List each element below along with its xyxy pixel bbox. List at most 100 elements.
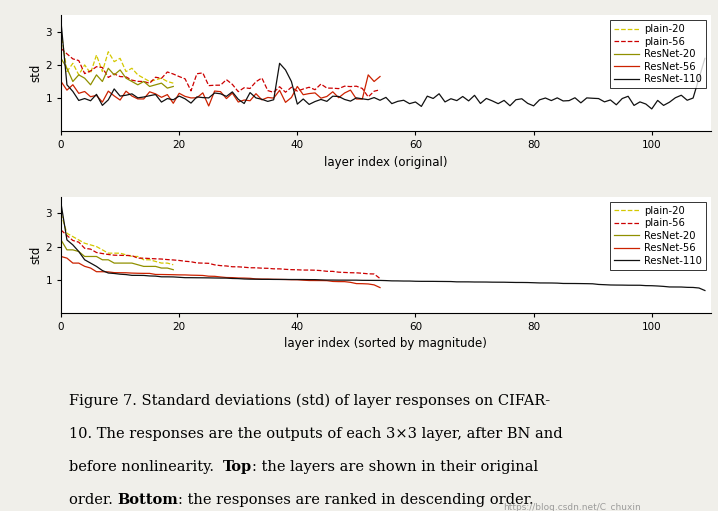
Line: ResNet-110: ResNet-110 [61,22,705,109]
plain-20 [128,65,136,72]
plain-56 [92,64,101,70]
plain-56 [134,255,142,261]
Line: plain-56: plain-56 [61,230,380,278]
ResNet-56 [116,270,124,276]
plain-20 [139,75,148,81]
plain-20 [80,240,89,246]
plain-20 [75,72,83,78]
plain-56 [376,275,384,282]
ResNet-110 [370,95,378,101]
ResNet-56 [57,253,65,260]
X-axis label: layer index (original): layer index (original) [324,156,448,169]
plain-20 [104,49,113,55]
ResNet-56 [92,269,101,275]
plain-20 [68,234,77,240]
plain-20 [163,78,172,84]
ResNet-20 [128,260,136,266]
plain-56 [376,87,384,93]
ResNet-20 [116,260,124,266]
ResNet-20 [110,72,118,78]
ResNet-20 [116,67,124,73]
plain-20 [145,78,154,84]
plain-20 [86,70,95,76]
ResNet-56 [346,87,355,93]
plain-20 [163,260,172,266]
ResNet-56 [370,78,378,84]
ResNet-20 [92,72,101,78]
ResNet-20 [86,253,95,260]
Line: ResNet-56: ResNet-56 [61,75,380,106]
ResNet-56 [205,103,213,109]
Text: : the layers are shown in their original: : the layers are shown in their original [252,460,538,474]
Text: order.: order. [69,493,117,507]
plain-20 [104,250,113,256]
plain-20 [86,242,95,248]
ResNet-20 [157,265,166,271]
ResNet-20 [169,267,177,273]
Text: Figure 7. Standard deviations (std) of layer responses on CIFAR-: Figure 7. Standard deviations (std) of l… [69,394,550,408]
plain-20 [151,259,160,265]
plain-56 [116,74,124,80]
Text: before nonlinearity.: before nonlinearity. [69,460,223,474]
Line: ResNet-56: ResNet-56 [61,257,380,288]
ResNet-20 [86,82,95,88]
ResNet-110 [57,19,65,25]
Text: 10. The responses are the outputs of each 3×3 layer, after BN and: 10. The responses are the outputs of eac… [69,427,562,441]
Text: Top: Top [223,460,252,474]
ResNet-20 [151,263,160,269]
Legend: plain-20, plain-56, ResNet-20, ResNet-56, ResNet-110: plain-20, plain-56, ResNet-20, ResNet-56… [610,20,706,88]
plain-20 [57,211,65,217]
ResNet-20 [157,80,166,86]
ResNet-56 [92,92,101,99]
ResNet-20 [75,72,83,78]
ResNet-20 [163,265,172,271]
plain-20 [169,80,177,86]
ResNet-20 [128,78,136,84]
plain-56 [340,83,349,89]
plain-20 [122,68,131,75]
plain-20 [151,77,160,83]
ResNet-20 [80,253,89,260]
ResNet-20 [98,78,107,84]
ResNet-110 [246,89,254,96]
plain-20 [139,257,148,263]
ResNet-110 [659,283,668,289]
ResNet-110 [701,55,709,61]
Line: ResNet-20: ResNet-20 [61,58,173,88]
plain-20 [80,62,89,68]
ResNet-20 [104,65,113,72]
plain-20 [116,55,124,61]
Text: Bottom: Bottom [117,493,178,507]
ResNet-20 [151,82,160,88]
ResNet-56 [134,96,142,102]
plain-20 [92,243,101,249]
plain-20 [68,60,77,66]
plain-20 [145,257,154,263]
plain-20 [57,29,65,35]
ResNet-20 [57,237,65,243]
ResNet-56 [175,272,184,278]
ResNet-20 [145,263,154,269]
ResNet-20 [80,75,89,81]
ResNet-20 [98,257,107,263]
ResNet-20 [110,260,118,266]
plain-56 [175,74,184,80]
plain-20 [134,72,142,78]
plain-20 [128,253,136,260]
Line: ResNet-20: ResNet-20 [61,240,173,270]
Text: https://blog.csdn.net/C_chuxin: https://blog.csdn.net/C_chuxin [503,503,640,511]
ResNet-20 [134,262,142,268]
plain-20 [157,260,166,266]
plain-56 [175,258,184,264]
plain-20 [92,52,101,58]
ResNet-56 [340,278,349,285]
plain-20 [62,68,71,75]
Line: plain-20: plain-20 [61,214,173,265]
plain-56 [364,94,373,100]
plain-56 [57,45,65,52]
ResNet-110 [352,277,360,283]
ResNet-20 [163,85,172,91]
ResNet-20 [139,263,148,269]
ResNet-20 [75,248,83,254]
ResNet-110 [511,280,520,286]
